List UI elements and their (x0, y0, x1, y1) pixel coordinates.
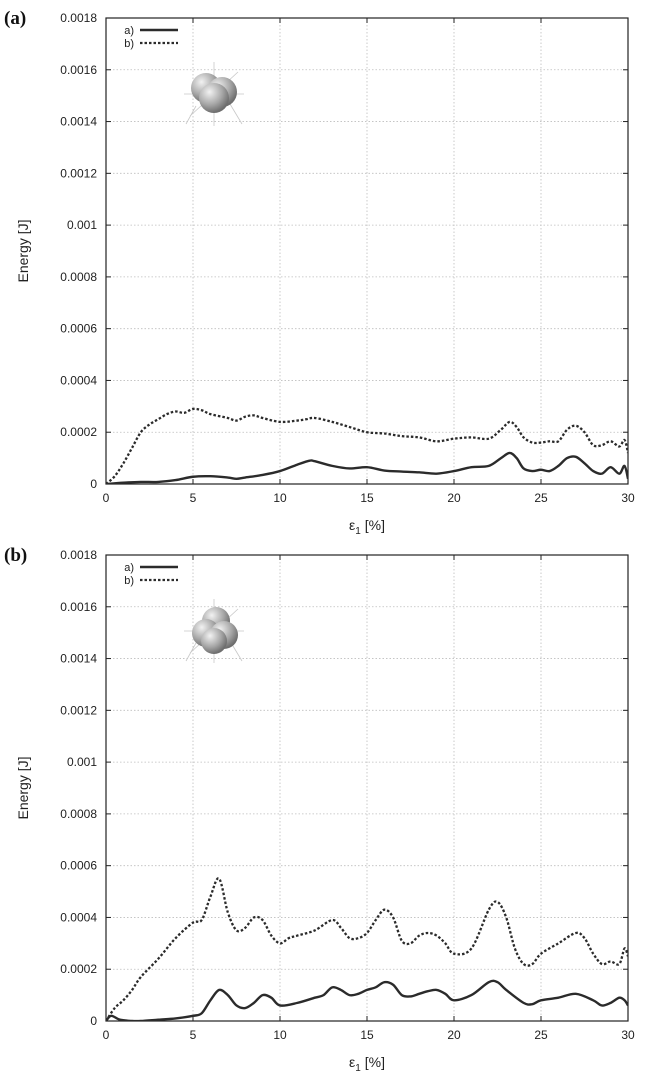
y-tick-label-a: 0.0016 (60, 63, 97, 77)
y-tick-label-a: 0.0008 (60, 270, 97, 284)
plot-frame-b (105, 554, 629, 1022)
legend-label-a: a) (124, 25, 134, 37)
x-tick-label-b: 5 (190, 1028, 197, 1042)
x-tick-label-a: 20 (447, 491, 461, 505)
y-tick-label-b: 0.001 (67, 755, 97, 769)
sphere-shape (199, 83, 229, 113)
illustration-axis-line (229, 103, 243, 125)
chart-panel-a: (a) 0 5 10 15 20 25 30 0 0.0002 0.0004 0.0006 0.000… (0, 0, 647, 536)
legend-label-b: a) (124, 562, 134, 574)
y-tick-label-b: 0.0008 (60, 807, 97, 821)
sphere-shape (201, 628, 227, 654)
illustration-axis-line (185, 105, 197, 125)
series-line-a-b (106, 979, 628, 1021)
panel-label-a: (a) (4, 8, 27, 29)
legend-b: a)b) (124, 562, 178, 587)
chart-a: 0 5 10 15 20 25 30 0 0.0002 0.0004 0.0006 0.0008 0.0… (15, 11, 635, 536)
series-line-b-b (106, 877, 628, 1021)
y-tick-label-a: 0 (90, 477, 97, 491)
x-tick-label-a: 15 (360, 491, 374, 505)
y-tick-label-a: 0.0004 (60, 373, 97, 387)
y-tick-label-b: 0.0002 (60, 962, 97, 976)
y-tick-label-a: 0.0014 (60, 115, 97, 129)
y-tick-label-a: 0.001 (67, 218, 97, 232)
y-tick-label-b: 0.0006 (60, 859, 97, 873)
y-axis-title-a: Energy [J] (15, 219, 31, 282)
molecule-illustration-b (184, 599, 244, 663)
x-axis-title-a: ε1 [%] (349, 517, 385, 536)
y-tick-label-a: 0.0018 (60, 11, 97, 25)
x-tick-label-b: 30 (621, 1028, 635, 1042)
legend-label-a: b) (124, 38, 134, 50)
plot-frame-a (105, 17, 629, 485)
y-tick-label-a: 0.0012 (60, 166, 97, 180)
legend-a: a)b) (124, 25, 178, 50)
y-tick-label-b: 0.0012 (60, 703, 97, 717)
chart-b: 0 5 10 15 20 25 30 0 0.0002 0.0004 0.0006 0.0008 0.0… (15, 548, 635, 1073)
series-line-a-a (106, 451, 628, 484)
chart-panel-b: (b) 0 5 10 15 20 25 30 0 0.0002 0.0004 0.0006 0.000… (0, 537, 647, 1073)
x-tick-label-a: 0 (103, 491, 110, 505)
y-tick-label-a: 0.0002 (60, 425, 97, 439)
panel-label-b: (b) (4, 545, 28, 566)
x-tick-label-b: 10 (273, 1028, 287, 1042)
y-tick-label-b: 0.0018 (60, 548, 97, 562)
y-tick-label-a: 0.0006 (60, 322, 97, 336)
illustration-axis-line (185, 642, 197, 662)
x-tick-label-b: 0 (103, 1028, 110, 1042)
x-tick-label-a: 10 (273, 491, 287, 505)
x-tick-label-a: 25 (534, 491, 548, 505)
x-tick-label-b: 15 (360, 1028, 374, 1042)
x-tick-label-b: 25 (534, 1028, 548, 1042)
x-tick-label-a: 5 (190, 491, 197, 505)
x-tick-label-a: 30 (621, 491, 635, 505)
y-tick-label-b: 0.0016 (60, 600, 97, 614)
grid-a (106, 18, 628, 484)
y-tick-label-b: 0 (90, 1014, 97, 1028)
series-line-b-a (106, 407, 628, 484)
molecule-illustration-a (184, 62, 244, 126)
x-tick-label-b: 20 (447, 1028, 461, 1042)
legend-label-b: b) (124, 575, 134, 587)
grid-b (106, 555, 628, 1021)
y-tick-label-b: 0.0004 (60, 910, 97, 924)
y-axis-title-b: Energy [J] (15, 756, 31, 819)
x-axis-title-b: ε1 [%] (349, 1054, 385, 1073)
y-tick-label-b: 0.0014 (60, 652, 97, 666)
